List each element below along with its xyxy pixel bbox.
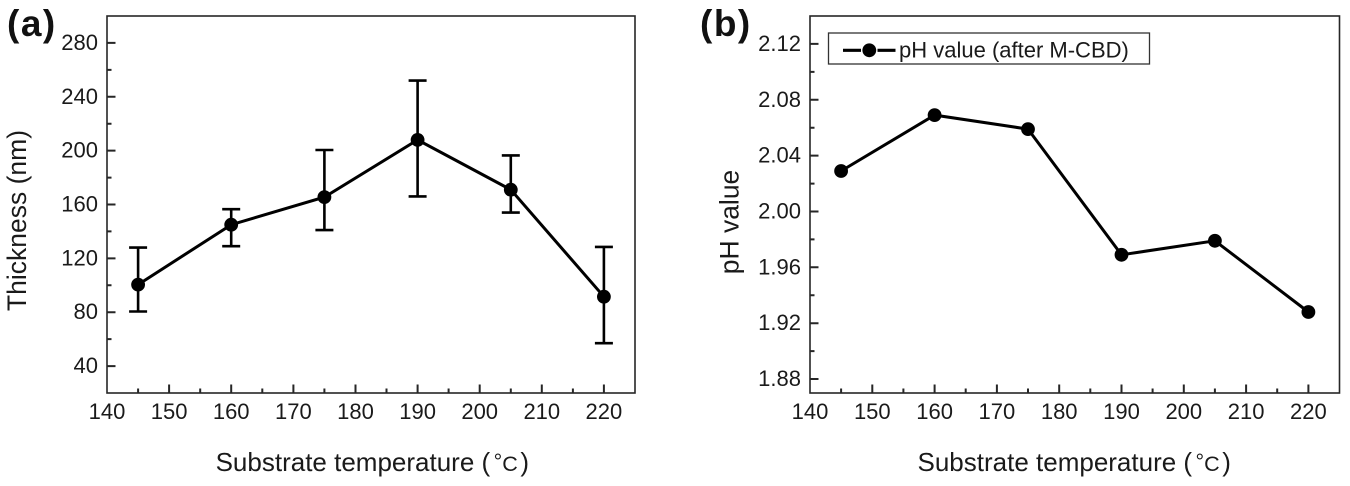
svg-text:220: 220	[1290, 399, 1327, 424]
svg-text:140: 140	[792, 399, 829, 424]
svg-text:2.00: 2.00	[758, 199, 801, 224]
svg-text:Substrate temperature (°C): Substrate temperature (°C)	[918, 447, 1231, 477]
svg-text:200: 200	[61, 138, 98, 163]
svg-text:120: 120	[61, 245, 98, 270]
svg-text:160: 160	[916, 399, 953, 424]
svg-text:210: 210	[1228, 399, 1265, 424]
svg-text:1.88: 1.88	[758, 366, 801, 391]
svg-text:170: 170	[275, 399, 312, 424]
svg-text:(b): (b)	[700, 3, 752, 44]
svg-text:140: 140	[89, 399, 126, 424]
svg-text:200: 200	[461, 399, 498, 424]
svg-text:pH value (after M-CBD): pH value (after M-CBD)	[899, 38, 1129, 63]
svg-text:160: 160	[213, 399, 250, 424]
svg-text:2.08: 2.08	[758, 87, 801, 112]
svg-text:280: 280	[61, 30, 98, 55]
svg-text:2.04: 2.04	[758, 143, 801, 168]
svg-text:170: 170	[979, 399, 1016, 424]
svg-text:190: 190	[1103, 399, 1140, 424]
svg-text:pH value: pH value	[715, 170, 745, 275]
svg-text:180: 180	[337, 399, 374, 424]
svg-text:210: 210	[523, 399, 560, 424]
svg-text:(a): (a)	[7, 3, 57, 44]
svg-text:Substrate temperature (°C): Substrate temperature (°C)	[216, 447, 529, 477]
svg-text:190: 190	[399, 399, 436, 424]
svg-text:40: 40	[74, 353, 98, 378]
svg-text:80: 80	[74, 299, 98, 324]
svg-text:240: 240	[61, 84, 98, 109]
svg-text:Thickness (nm): Thickness (nm)	[2, 130, 32, 311]
svg-text:200: 200	[1165, 399, 1202, 424]
svg-text:2.12: 2.12	[758, 31, 801, 56]
svg-text:1.96: 1.96	[758, 254, 801, 279]
svg-text:150: 150	[854, 399, 891, 424]
svg-text:220: 220	[586, 399, 623, 424]
svg-text:160: 160	[61, 192, 98, 217]
svg-text:150: 150	[151, 399, 188, 424]
svg-text:1.92: 1.92	[758, 310, 801, 335]
svg-text:180: 180	[1041, 399, 1078, 424]
